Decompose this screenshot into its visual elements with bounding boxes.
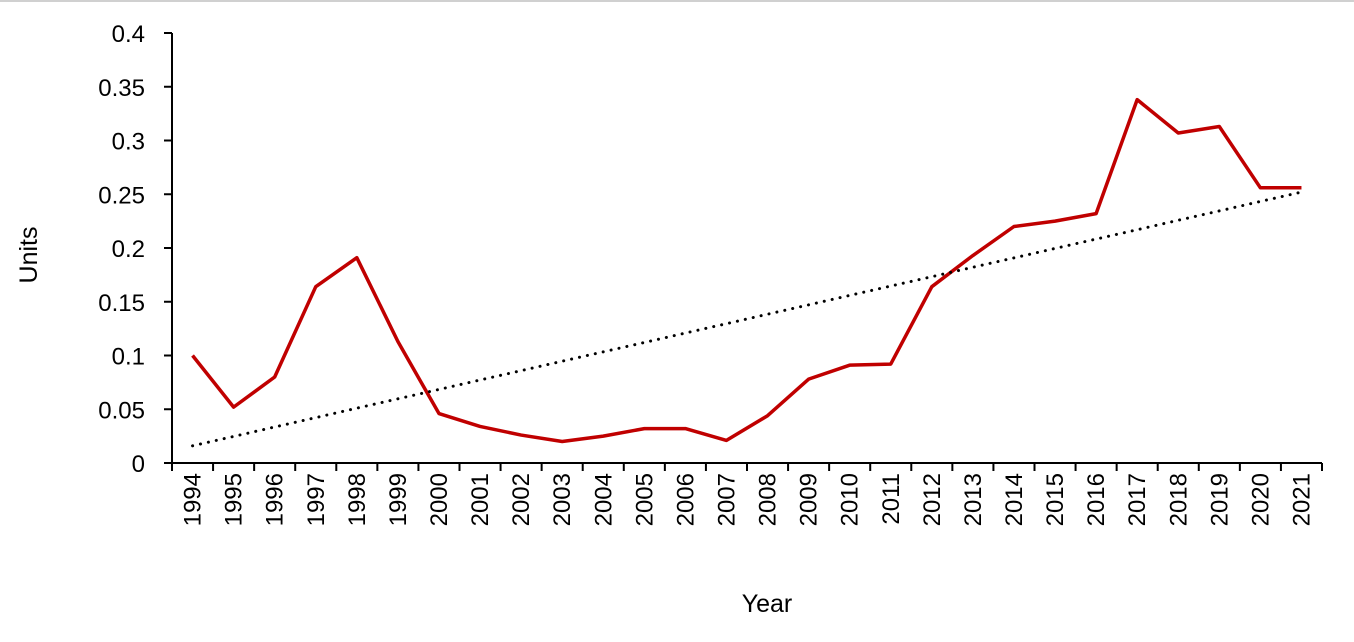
x-tick-label: 2007 (713, 473, 740, 526)
x-tick-label: 1999 (385, 473, 412, 526)
y-tick-label: 0.35 (98, 75, 145, 102)
x-tick-label: 2004 (590, 473, 617, 526)
x-tick-label: 2000 (426, 473, 453, 526)
x-tick-label: 1995 (221, 473, 248, 526)
y-tick-label: 0.2 (112, 236, 145, 263)
x-tick-label: 2018 (1165, 473, 1192, 526)
data-line (191, 97, 1302, 444)
x-tick-label: 2008 (755, 473, 782, 526)
y-tick-label: 0.3 (112, 129, 145, 156)
x-tick-label: 2021 (1288, 473, 1315, 526)
y-tick-label: 0.1 (112, 344, 145, 371)
x-tick-label: 2010 (837, 473, 864, 526)
y-axis-title: Units (15, 227, 43, 284)
x-tick-label: 2012 (919, 473, 946, 526)
x-tick-label: 2009 (796, 473, 823, 526)
y-tick-label: 0.15 (98, 290, 145, 317)
x-tick-label: 2016 (1083, 473, 1110, 526)
x-tick-label: 2002 (508, 473, 535, 526)
trend-line (191, 190, 1303, 448)
x-tick-label: 2001 (467, 473, 494, 526)
y-tick-label: 0.25 (98, 182, 145, 209)
x-tick-label: 2014 (1001, 473, 1028, 526)
x-tick-label: 2013 (960, 473, 987, 526)
x-tick-label: 2005 (631, 473, 658, 526)
x-axis-title: Year (742, 590, 793, 618)
x-tick-label: 1994 (180, 473, 207, 526)
x-tick-label: 2017 (1124, 473, 1151, 526)
x-tick-label: 2015 (1042, 473, 1069, 526)
y-tick-label: 0 (132, 451, 145, 478)
x-tick-label: 1998 (344, 473, 371, 526)
x-tick-label: 2020 (1247, 473, 1274, 526)
x-tick-label: 2011 (878, 473, 905, 525)
x-tick-label: 2019 (1206, 473, 1233, 526)
x-tick-label: 2006 (672, 473, 699, 526)
x-tick-label: 2003 (549, 473, 576, 526)
y-tick-label: 0.4 (112, 21, 145, 48)
x-tick-label: 1997 (303, 473, 330, 526)
y-tick-label: 0.05 (98, 397, 145, 424)
x-tick-label: 1996 (262, 473, 289, 526)
